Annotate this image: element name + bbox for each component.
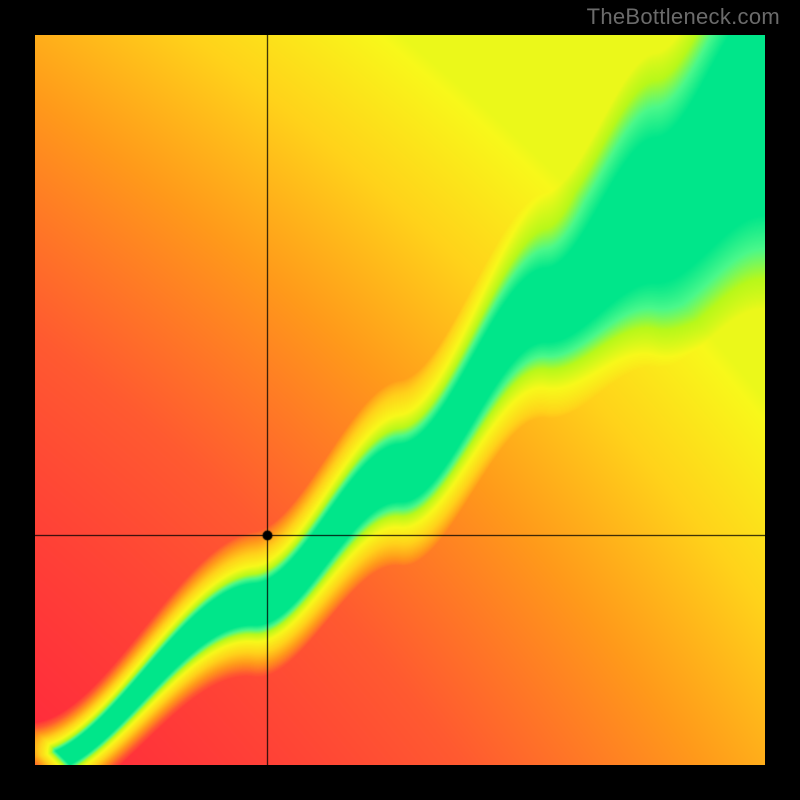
- chart-container: TheBottleneck.com: [0, 0, 800, 800]
- plot-area: [35, 35, 765, 765]
- watermark-text: TheBottleneck.com: [587, 4, 780, 30]
- heatmap-canvas: [35, 35, 765, 765]
